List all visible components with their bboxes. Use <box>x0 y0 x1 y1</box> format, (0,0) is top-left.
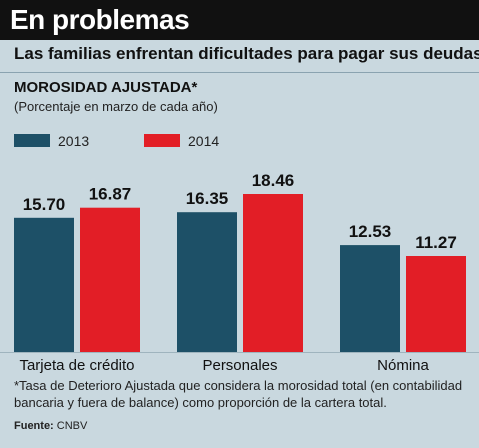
chart-title: MOROSIDAD AJUSTADA* <box>14 79 198 96</box>
chart-note: (Porcentaje en marzo de cada año) <box>14 99 218 114</box>
source-label: Fuente: <box>14 420 54 432</box>
category-label-2: Personales <box>202 357 277 373</box>
bar-2014-2 <box>243 194 303 352</box>
data-label-2013-3: 12.53 <box>349 222 392 241</box>
data-label-2014-1: 16.87 <box>89 185 132 204</box>
page-title: En problemas <box>10 4 190 35</box>
source-line: Fuente: CNBV <box>14 419 87 433</box>
legend-swatch-2013 <box>14 134 50 147</box>
data-label-2013-2: 16.35 <box>186 189 229 208</box>
legend-label-2014: 2014 <box>188 133 220 149</box>
category-label-1: Tarjeta de crédito <box>19 357 134 373</box>
category-label-3: Nómina <box>377 357 429 373</box>
bar-2014-3 <box>406 256 466 352</box>
bar-2013-2 <box>177 212 237 352</box>
data-label-2013-1: 15.70 <box>23 195 66 214</box>
source-text: CNBV <box>56 420 88 432</box>
bar-2014-1 <box>80 207 140 352</box>
bar-2013-1 <box>14 217 74 352</box>
divider <box>0 72 479 73</box>
legend-label-2013: 2013 <box>58 133 90 149</box>
title-bar: En problemas <box>0 0 479 40</box>
data-label-2014-2: 18.46 <box>252 171 295 190</box>
legend-swatch-2014 <box>144 134 180 147</box>
page-subtitle: Las familias enfrentan dificultades para… <box>14 44 479 63</box>
footnote: *Tasa de Deterioro Ajustada que consider… <box>14 378 463 410</box>
data-label-2014-3: 11.27 <box>415 233 457 252</box>
bar-2013-3 <box>340 245 400 352</box>
bar-chart: 15.70 16.87 Tarjeta de crédito 16.35 18.46 Pe… <box>0 171 479 373</box>
